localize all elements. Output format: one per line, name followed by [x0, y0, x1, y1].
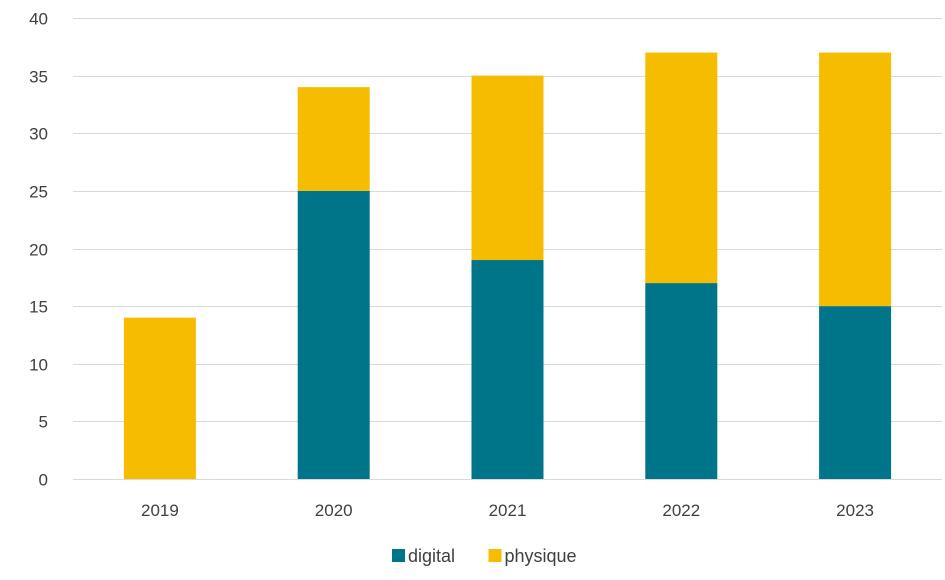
y-tick-label-30: 30	[29, 125, 48, 144]
bar-physique-2022	[645, 52, 718, 284]
y-tick-label-0: 0	[39, 471, 48, 490]
bar-physique-2020	[297, 87, 370, 191]
bar-digital-2023	[819, 306, 892, 479]
bar-digital-2021	[471, 260, 544, 479]
y-tick-label-20: 20	[29, 241, 48, 260]
y-tick-label-40: 40	[29, 10, 48, 29]
bar-physique-2023	[819, 52, 892, 307]
bar-physique-2021	[471, 75, 544, 261]
x-tick-label-2019: 2019	[141, 501, 179, 520]
x-tick-label-2020: 2020	[315, 501, 353, 520]
bar-physique-2019	[123, 317, 196, 479]
bar-digital-2022	[645, 283, 718, 479]
y-tick-label-35: 35	[29, 68, 48, 87]
y-tick-label-10: 10	[29, 356, 48, 375]
legend-label-physique: physique	[505, 546, 577, 566]
legend-swatch-physique	[488, 549, 502, 562]
x-axis-tick-labels: 2019 2020 2021 2022 2023	[141, 501, 874, 520]
legend-swatch-digital	[392, 549, 405, 562]
bars	[123, 52, 892, 479]
x-tick-label-2021: 2021	[489, 501, 527, 520]
legend: digital physique	[392, 546, 577, 566]
x-tick-label-2022: 2022	[662, 501, 700, 520]
y-tick-label-15: 15	[29, 298, 48, 317]
y-axis-tick-labels: 0 5 10 15 20 25 30 35 40	[29, 10, 48, 490]
legend-label-digital: digital	[408, 546, 455, 566]
y-tick-label-25: 25	[29, 183, 48, 202]
y-tick-label-5: 5	[39, 413, 48, 432]
x-tick-label-2023: 2023	[836, 501, 874, 520]
bar-digital-2020	[297, 190, 370, 479]
